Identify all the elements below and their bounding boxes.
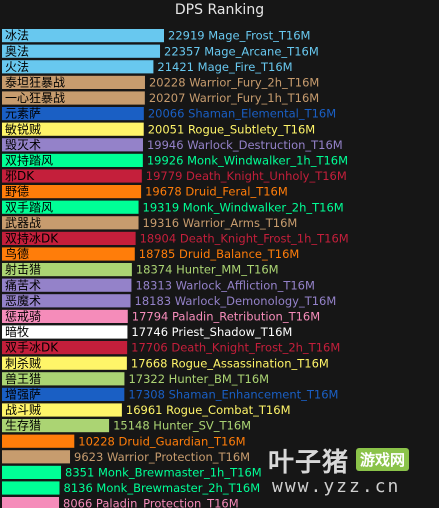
- bar-name-label: 毁灭术: [5, 137, 41, 152]
- bar-value-label: 20051 Rogue_Subtlety_T16M: [148, 122, 315, 136]
- bar-value-label: 15148 Hunter_SV_T16M: [113, 419, 251, 433]
- bar-name-label: 敏锐贼: [5, 121, 41, 136]
- bar-name-label: 战斗贼: [5, 402, 41, 417]
- bar-value-label: 17322 Hunter_BM_T16M: [128, 372, 269, 386]
- bar-22: [2, 372, 125, 386]
- bar-10: [2, 185, 142, 199]
- bar-name-label: 恶魔术: [5, 293, 41, 308]
- bar-name-label: 双持踏风: [5, 153, 53, 168]
- bar-value-label: 18183 Warlock_Demonology_T16M: [135, 294, 337, 308]
- bar-value-label: 18374 Hunter_MM_T16M: [136, 263, 279, 277]
- bar-value-label: 19779 Death_Knight_Unholy_T16M: [146, 169, 347, 183]
- bar-name-label: 一心狂暴战: [5, 91, 65, 105]
- bar-21: [2, 356, 127, 370]
- bar-value-label: 19319 Monk_Windwalker_2h_T16M: [143, 200, 344, 214]
- bar-29: [2, 481, 60, 495]
- bar-name-label: 奥法: [5, 44, 29, 58]
- chart-title: DPS Ranking: [174, 2, 265, 18]
- bar-9: [2, 169, 142, 183]
- bar-3: [2, 75, 145, 89]
- bar-value-label: 8136 Monk_Brewmaster_2h_T16M: [64, 481, 261, 495]
- bar-name-label: 双手踏风: [5, 200, 53, 214]
- bar-name-label: 鸟德: [5, 246, 29, 261]
- bar-value-label: 20207 Warrior_Fury_1h_T16M: [149, 91, 319, 105]
- bar-value-label: 18904 Death_Knight_Frost_1h_T16M: [140, 232, 349, 246]
- bar-value-label: 19946 Warlock_Destruction_T16M: [147, 138, 343, 152]
- bar-value-label: 22357 Mage_Arcane_T16M: [164, 44, 319, 58]
- bar-name-label: 兽王猎: [5, 372, 41, 386]
- bar-value-label: 10228 Druid_Guardian_T16M: [78, 434, 245, 448]
- bar-value-label: 18785 Druid_Balance_T16M: [139, 247, 300, 261]
- bar-13: [2, 231, 136, 245]
- bar-name-label: 野德: [5, 184, 29, 199]
- bar-value-label: 17794 Paladin_Retribution_T16M: [132, 310, 320, 324]
- bar-name-label: 双持冰DK: [5, 231, 59, 246]
- bar-18: [2, 309, 128, 323]
- bar-value-label: 20066 Shaman_Elemental_T16M: [148, 107, 336, 121]
- bar-name-label: 刺杀贼: [5, 355, 41, 370]
- bar-name-label: 冰法: [5, 29, 29, 43]
- bar-0: [2, 29, 164, 43]
- bar-1: [2, 44, 161, 58]
- bar-value-label: 19678 Druid_Feral_T16M: [145, 185, 288, 199]
- bar-12: [2, 216, 139, 230]
- bar-value-label: 9623 Warrior_Protection_T16M: [74, 450, 250, 464]
- bar-28: [2, 465, 62, 479]
- bar-name-label: 火法: [5, 60, 29, 74]
- bar-15: [2, 263, 132, 277]
- bar-30: [2, 497, 60, 508]
- bar-name-label: 邪DK: [5, 169, 35, 183]
- bar-value-label: 22919 Mage_Frost_T16M: [168, 29, 310, 43]
- bar-name-label: 武器战: [5, 216, 41, 230]
- bar-value-label: 17706 Death_Knight_Frost_2h_T16M: [131, 341, 340, 355]
- bar-26: [2, 434, 75, 448]
- bar-11: [2, 200, 139, 214]
- bar-4: [2, 91, 145, 105]
- bar-name-label: 惩戒骑: [5, 310, 41, 324]
- bar-name-label: 泰坦狂暴战: [5, 76, 65, 90]
- bar-value-label: 19316 Warrior_Arms_T16M: [143, 216, 298, 230]
- bar-25: [2, 419, 110, 433]
- bar-2: [2, 60, 154, 74]
- bar-23: [2, 387, 125, 401]
- bar-name-label: 痛苦术: [5, 277, 41, 292]
- bar-7: [2, 138, 143, 152]
- bar-5: [2, 107, 144, 121]
- bar-value-label: 16961 Rogue_Combat_T16M: [126, 403, 291, 417]
- bar-value-label: 21421 Mage_Fire_T16M: [157, 60, 292, 74]
- bar-16: [2, 278, 132, 292]
- bar-24: [2, 403, 122, 417]
- bar-name-label: 暗牧: [5, 324, 29, 339]
- bar-19: [2, 325, 128, 339]
- bar-6: [2, 122, 144, 136]
- bar-name-label: 射击猎: [5, 262, 41, 277]
- bar-name-label: 生存猎: [5, 419, 41, 433]
- bar-value-label: 8351 Monk_Brewmaster_1h_T16M: [65, 466, 262, 480]
- bar-value-label: 8066 Paladin_Protection_T16M: [63, 497, 239, 508]
- bar-value-label: 18313 Warlock_Affliction_T16M: [135, 278, 314, 292]
- bar-name-label: 增强萨: [5, 388, 41, 402]
- bar-20: [2, 341, 128, 355]
- bar-value-label: 17308 Shaman_Enhancement_T16M: [128, 388, 338, 402]
- bar-value-label: 17746 Priest_Shadow_T16M: [131, 325, 292, 339]
- bar-8: [2, 153, 143, 167]
- bar-name-label: 元素萨: [5, 107, 41, 121]
- bar-value-label: 17668 Rogue_Assassination_T16M: [131, 356, 329, 370]
- bar-name-label: 双手冰DK: [5, 341, 59, 355]
- bar-14: [2, 247, 135, 261]
- bar-value-label: 20228 Warrior_Fury_2h_T16M: [149, 76, 319, 90]
- bar-value-label: 19926 Monk_Windwalker_1h_T16M: [147, 154, 348, 168]
- bar-27: [2, 450, 71, 464]
- bar-17: [2, 294, 131, 308]
